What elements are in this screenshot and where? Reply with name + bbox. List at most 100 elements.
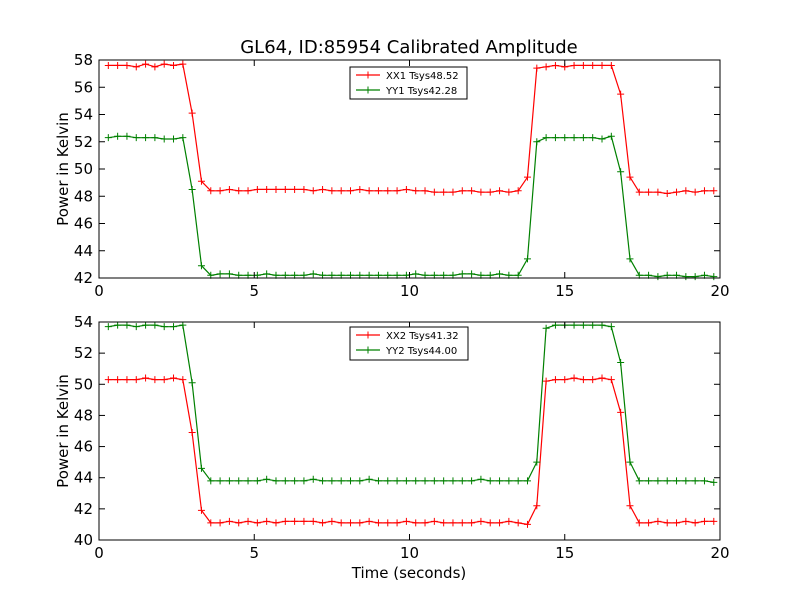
data-point-marker [673, 477, 681, 485]
data-point-marker [207, 187, 215, 195]
data-point-marker [533, 138, 541, 146]
data-point-marker [337, 519, 345, 527]
data-point-marker [207, 477, 215, 485]
legend-box [349, 326, 469, 361]
data-point-marker [710, 478, 718, 486]
y-tick-label: 42 [74, 269, 93, 287]
data-point-marker [347, 187, 355, 195]
data-point-marker [486, 188, 494, 196]
data-point-marker [160, 323, 168, 331]
data-point-marker [523, 255, 531, 263]
data-point-marker [654, 517, 662, 525]
data-point-marker [673, 519, 681, 527]
data-point-marker [523, 520, 531, 528]
data-point-marker [617, 168, 625, 176]
data-point-marker [160, 60, 168, 68]
data-point-marker [309, 475, 317, 483]
data-point-marker [328, 517, 336, 525]
data-point-marker [673, 188, 681, 196]
data-point-marker [104, 376, 112, 384]
data-point-marker [179, 321, 187, 329]
x-tick-label: 10 [400, 282, 419, 300]
data-point-marker [421, 477, 429, 485]
data-point-marker [356, 519, 364, 527]
legend-label: XX2 Tsys41.32 [386, 331, 459, 342]
data-point-marker [589, 376, 597, 384]
data-point-marker [626, 173, 634, 181]
series-line-1 [108, 63, 714, 195]
data-point-marker [151, 63, 159, 71]
data-point-marker [384, 477, 392, 485]
legend-label: YY2 Tsys44.00 [385, 346, 457, 357]
data-point-marker [225, 185, 233, 193]
y-tick-label: 46 [74, 438, 93, 456]
data-point-marker [449, 188, 457, 196]
data-point-marker [142, 374, 150, 382]
data-point-marker [281, 477, 289, 485]
data-point-marker [579, 61, 587, 69]
data-point-marker [179, 376, 187, 384]
data-point-marker [645, 188, 653, 196]
data-point-marker [570, 374, 578, 382]
y-tick-label: 50 [74, 160, 93, 178]
data-point-marker [533, 64, 541, 72]
y-tick-label: 48 [74, 406, 93, 424]
data-point-marker [654, 188, 662, 196]
data-point-marker [132, 323, 140, 331]
data-point-marker [514, 519, 522, 527]
data-point-marker [570, 321, 578, 329]
data-point-marker [123, 132, 131, 140]
data-point-marker [598, 321, 606, 329]
y-tick-label: 40 [74, 531, 93, 549]
data-point-marker [216, 187, 224, 195]
data-point-marker [663, 477, 671, 485]
y-tick-label: 46 [74, 215, 93, 233]
data-point-marker [551, 134, 559, 142]
legend-label: YY1 Tsys42.28 [385, 86, 457, 97]
data-point-marker [561, 376, 569, 384]
data-point-marker [598, 374, 606, 382]
legend-marker [364, 86, 372, 94]
y-axis-label: Power in Kelvin [54, 112, 72, 226]
data-point-marker [197, 506, 205, 514]
data-point-marker [645, 519, 653, 527]
data-point-marker [291, 185, 299, 193]
data-point-marker [253, 477, 261, 485]
data-point-marker [374, 519, 382, 527]
data-point-marker [579, 321, 587, 329]
data-point-marker [477, 188, 485, 196]
data-point-marker [123, 376, 131, 384]
data-point-marker [468, 270, 476, 278]
data-point-marker [402, 517, 410, 525]
data-point-marker [114, 132, 122, 140]
x-tick-label: 15 [555, 544, 574, 562]
y-tick-label: 56 [74, 78, 93, 96]
data-point-marker [626, 255, 634, 263]
data-point-marker [458, 519, 466, 527]
y-tick-label: 44 [74, 469, 93, 487]
y-tick-label: 52 [74, 133, 93, 151]
bottom-chart-panel: 0 5 10 15 20 40 42 44 46 48 50 52 54 Power in Kelvin X… [54, 313, 730, 562]
data-point-marker [123, 321, 131, 329]
data-point-marker [496, 519, 504, 527]
data-point-marker [235, 477, 243, 485]
data-point-marker [477, 475, 485, 483]
data-point-marker [617, 358, 625, 366]
data-point-marker [263, 475, 271, 483]
data-point-marker [542, 324, 550, 332]
data-point-marker [337, 187, 345, 195]
data-point-marker [207, 519, 215, 527]
data-point-marker [151, 321, 159, 329]
data-point-marker [216, 519, 224, 527]
data-point-marker [309, 270, 317, 278]
data-point-marker [142, 134, 150, 142]
data-point-marker [710, 187, 718, 195]
data-point-marker [682, 187, 690, 195]
data-point-marker [309, 517, 317, 525]
data-point-marker [412, 477, 420, 485]
data-point-marker [328, 477, 336, 485]
data-point-marker [496, 187, 504, 195]
data-point-marker [505, 517, 513, 525]
data-point-marker [170, 323, 178, 331]
data-point-marker [589, 321, 597, 329]
